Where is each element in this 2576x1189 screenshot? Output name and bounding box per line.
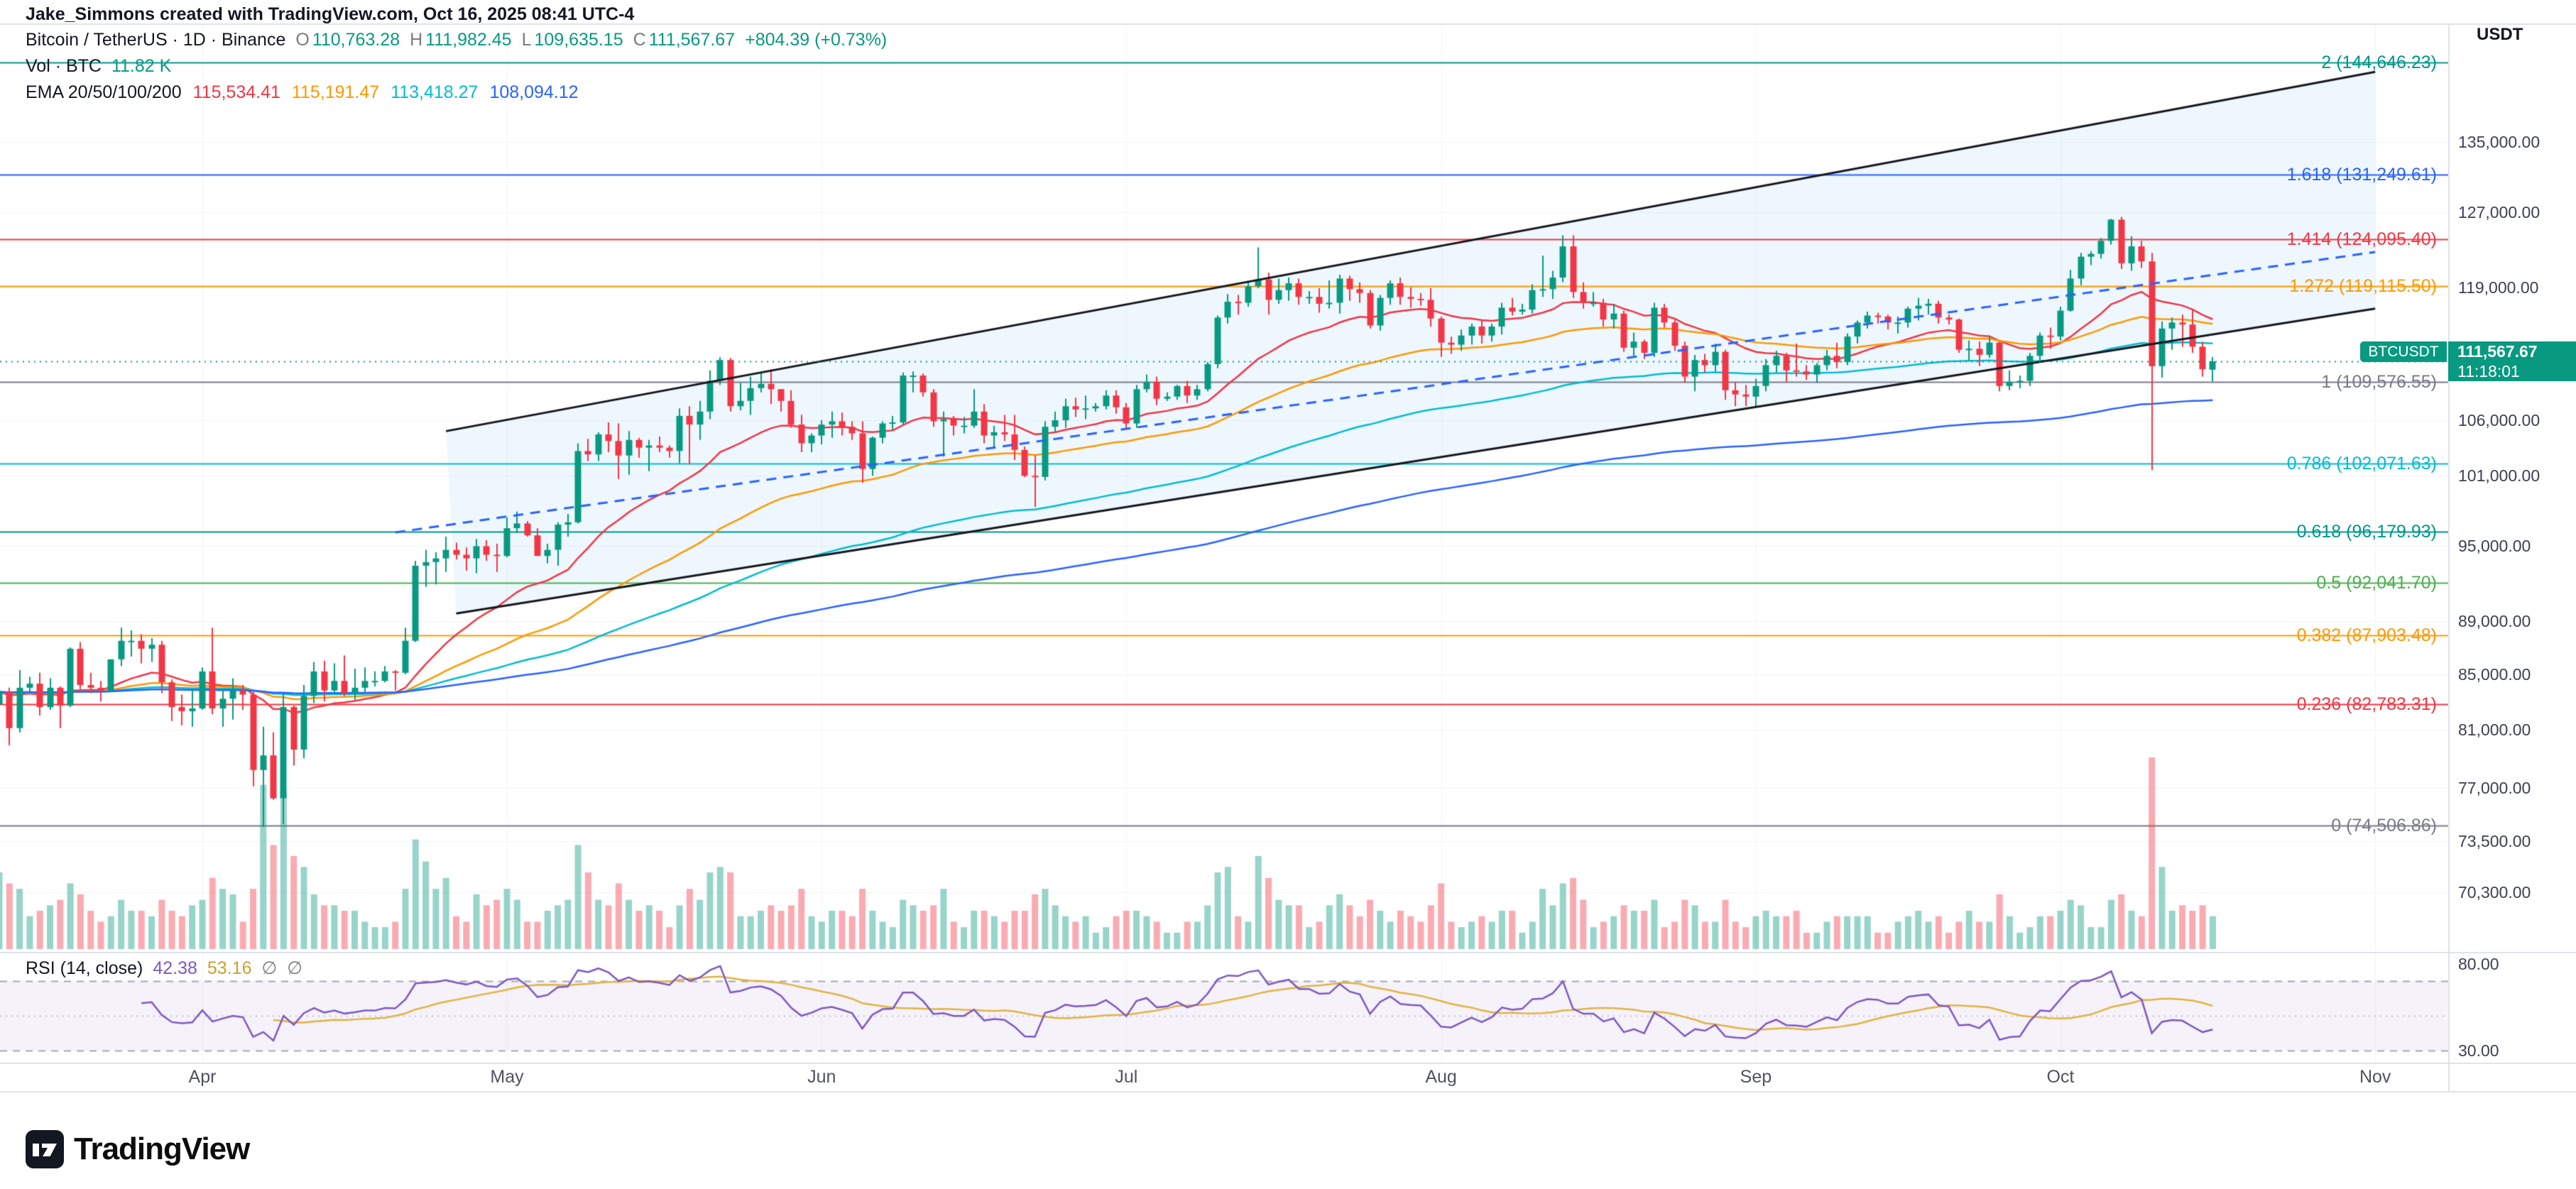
- ema200-value: 108,094.12: [489, 82, 579, 102]
- bar-countdown: 11:18:01: [2457, 362, 2520, 381]
- price-axis-label: 95,000.00: [2458, 537, 2531, 556]
- ema-legend-row[interactable]: EMA 20/50/100/200 115,534.41 115,191.47 …: [26, 82, 579, 103]
- last-price-badge[interactable]: 111,567.67 11:18:01: [2448, 341, 2576, 382]
- attribution-bar: Jake_Simmons created with TradingView.co…: [26, 4, 634, 25]
- time-axis-month-label: May: [490, 1067, 524, 1087]
- price-axis-label: 127,000.00: [2458, 203, 2540, 222]
- tradingview-logo-icon: [26, 1130, 64, 1168]
- time-axis[interactable]: Apr May Jun Jul Aug Sep Oct Nov: [0, 1063, 2448, 1091]
- price-axis-label: 70,300.00: [2458, 883, 2531, 902]
- top-divider: [0, 23, 2576, 25]
- price-axis-label: 106,000.00: [2458, 411, 2540, 429]
- volume-label[interactable]: Vol · BTC: [26, 56, 102, 76]
- footer-brand[interactable]: TradingView: [26, 1130, 250, 1168]
- low-value: 109,635.15: [534, 30, 623, 50]
- open-label: O: [295, 30, 310, 50]
- price-axis-separator[interactable]: [2448, 23, 2450, 1091]
- price-axis-label: 85,000.00: [2458, 664, 2531, 684]
- time-axis-month-label: Aug: [1425, 1067, 1457, 1087]
- rsi-axis-label: 80.00: [2458, 955, 2499, 973]
- symbol-price-tag-text: BTCUSDT: [2368, 344, 2439, 361]
- price-axis-label: 119,000.00: [2458, 278, 2539, 297]
- volume-legend-row[interactable]: Vol · BTC 11.82 K: [26, 56, 171, 77]
- close-value: 111,567.67: [648, 30, 736, 50]
- time-axis-month-label: Jun: [807, 1067, 836, 1087]
- change-value: +804.39 (+0.73%): [745, 30, 888, 50]
- price-axis-label: 77,000.00: [2458, 778, 2531, 797]
- rsi-axis-label: 30.00: [2458, 1041, 2499, 1060]
- bottom-frame-line: [0, 1091, 2576, 1092]
- symbol-price-tag[interactable]: BTCUSDT: [2360, 341, 2447, 363]
- time-axis-month-label: Jul: [1115, 1067, 1138, 1087]
- rsi-value: 42.38: [153, 958, 197, 978]
- ema50-value: 115,191.47: [291, 82, 380, 102]
- time-axis-month-label: Sep: [1740, 1067, 1772, 1087]
- last-price-value: 111,567.67: [2457, 342, 2538, 361]
- symbol-legend-row[interactable]: Bitcoin / TetherUS · 1D · Binance O 110,…: [26, 30, 887, 50]
- rsi-hidden-plot-icon: ∅: [287, 958, 303, 978]
- time-axis-month-label: Oct: [2046, 1067, 2075, 1087]
- rsi-legend-row[interactable]: RSI (14, close) 42.38 53.16 ∅ ∅: [26, 958, 302, 979]
- symbol-title[interactable]: Bitcoin / TetherUS · 1D · Binance: [26, 30, 286, 50]
- price-axis-label: 81,000.00: [2458, 720, 2531, 739]
- ema-label[interactable]: EMA 20/50/100/200: [26, 82, 182, 102]
- high-label: H: [410, 30, 423, 50]
- volume-value: 11.82 K: [111, 56, 172, 76]
- low-label: L: [521, 30, 532, 50]
- price-axis-label: 89,000.00: [2458, 612, 2531, 631]
- open-value: 110,763.28: [312, 30, 400, 50]
- close-label: C: [633, 30, 646, 50]
- rsi-label[interactable]: RSI (14, close): [26, 958, 143, 978]
- ema20-value: 115,534.41: [192, 82, 280, 102]
- price-axis-currency: USDT: [2477, 25, 2523, 44]
- ema100-value: 113,418.27: [391, 82, 479, 102]
- price-axis-label: 135,000.00: [2458, 133, 2540, 152]
- brand-text: TradingView: [74, 1132, 250, 1166]
- attribution-text: Jake_Simmons created with TradingView.co…: [26, 4, 635, 24]
- price-axis[interactable]: USDT 135,000.00 127,000.00 119,000.00 106,0…: [2448, 23, 2576, 1091]
- rsi-pane-separator[interactable]: [0, 952, 2576, 953]
- high-value: 111,982.45: [425, 30, 512, 50]
- time-axis-separator: [0, 1063, 2576, 1064]
- price-axis-label: 73,500.00: [2458, 832, 2531, 851]
- time-axis-month-label: Nov: [2359, 1067, 2391, 1087]
- price-axis-label: 101,000.00: [2458, 466, 2540, 486]
- rsi-ma-value: 53.16: [207, 958, 252, 978]
- rsi-hidden-plot-icon: ∅: [261, 958, 278, 978]
- time-axis-month-label: Apr: [188, 1067, 217, 1087]
